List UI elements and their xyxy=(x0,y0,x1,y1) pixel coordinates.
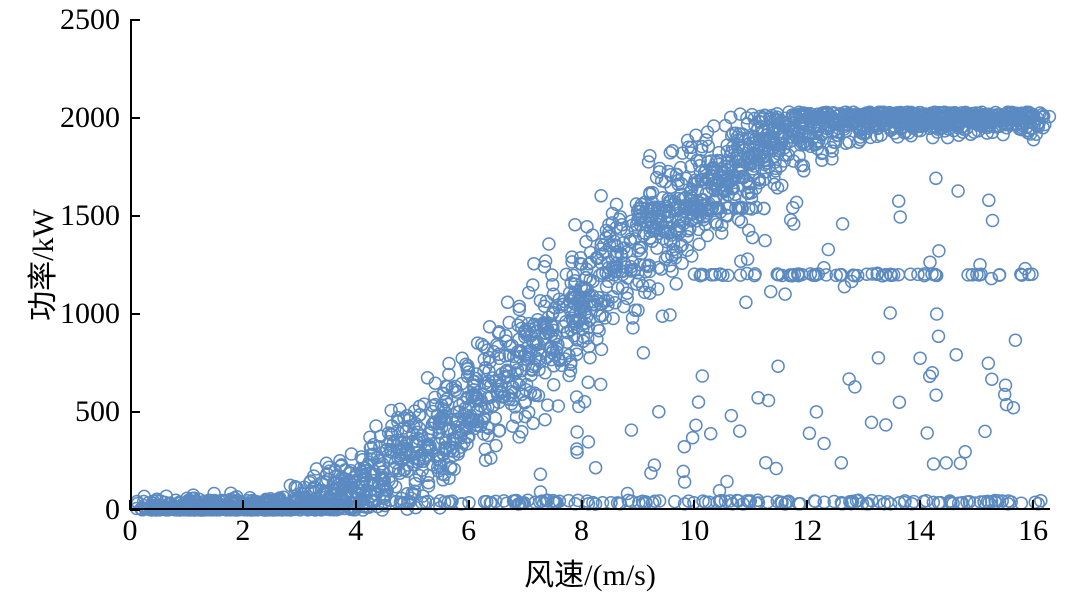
x-tick xyxy=(806,500,808,510)
x-tick xyxy=(1032,500,1034,510)
x-tick xyxy=(242,500,244,510)
y-tick-label: 2000 xyxy=(60,101,120,135)
y-tick xyxy=(130,117,140,119)
y-tick-label: 1000 xyxy=(60,297,120,331)
y-tick xyxy=(130,19,140,21)
y-tick xyxy=(130,411,140,413)
x-axis-line xyxy=(130,508,1050,510)
x-tick-label: 4 xyxy=(348,514,363,548)
x-tick xyxy=(581,500,583,510)
x-tick-label: 8 xyxy=(574,514,589,548)
x-tick-label: 10 xyxy=(679,514,709,548)
y-tick xyxy=(130,313,140,315)
y-tick xyxy=(130,509,140,511)
x-tick-label: 6 xyxy=(461,514,476,548)
x-tick-label: 12 xyxy=(792,514,822,548)
y-tick-label: 0 xyxy=(105,493,120,527)
power-curve-chart: 风速/(m/s) 功率/kW 0 2 4 6 8 10 12 14 16 0 500 1000 1500… xyxy=(0,0,1080,594)
x-tick-label: 0 xyxy=(123,514,138,548)
y-axis-title: 功率/kW xyxy=(18,209,62,321)
y-axis-line xyxy=(130,20,132,510)
plot-area xyxy=(130,20,1050,510)
x-tick xyxy=(693,500,695,510)
y-tick-label: 1500 xyxy=(60,199,120,233)
x-tick xyxy=(919,500,921,510)
y-tick xyxy=(130,215,140,217)
scatter-points xyxy=(130,20,1050,510)
x-tick xyxy=(468,500,470,510)
x-tick-label: 16 xyxy=(1018,514,1048,548)
x-tick xyxy=(355,500,357,510)
x-tick-label: 2 xyxy=(235,514,250,548)
y-tick-label: 500 xyxy=(75,395,120,429)
x-tick-label: 14 xyxy=(905,514,935,548)
y-tick-label: 2500 xyxy=(60,3,120,37)
x-axis-title: 风速/(m/s) xyxy=(524,550,656,594)
